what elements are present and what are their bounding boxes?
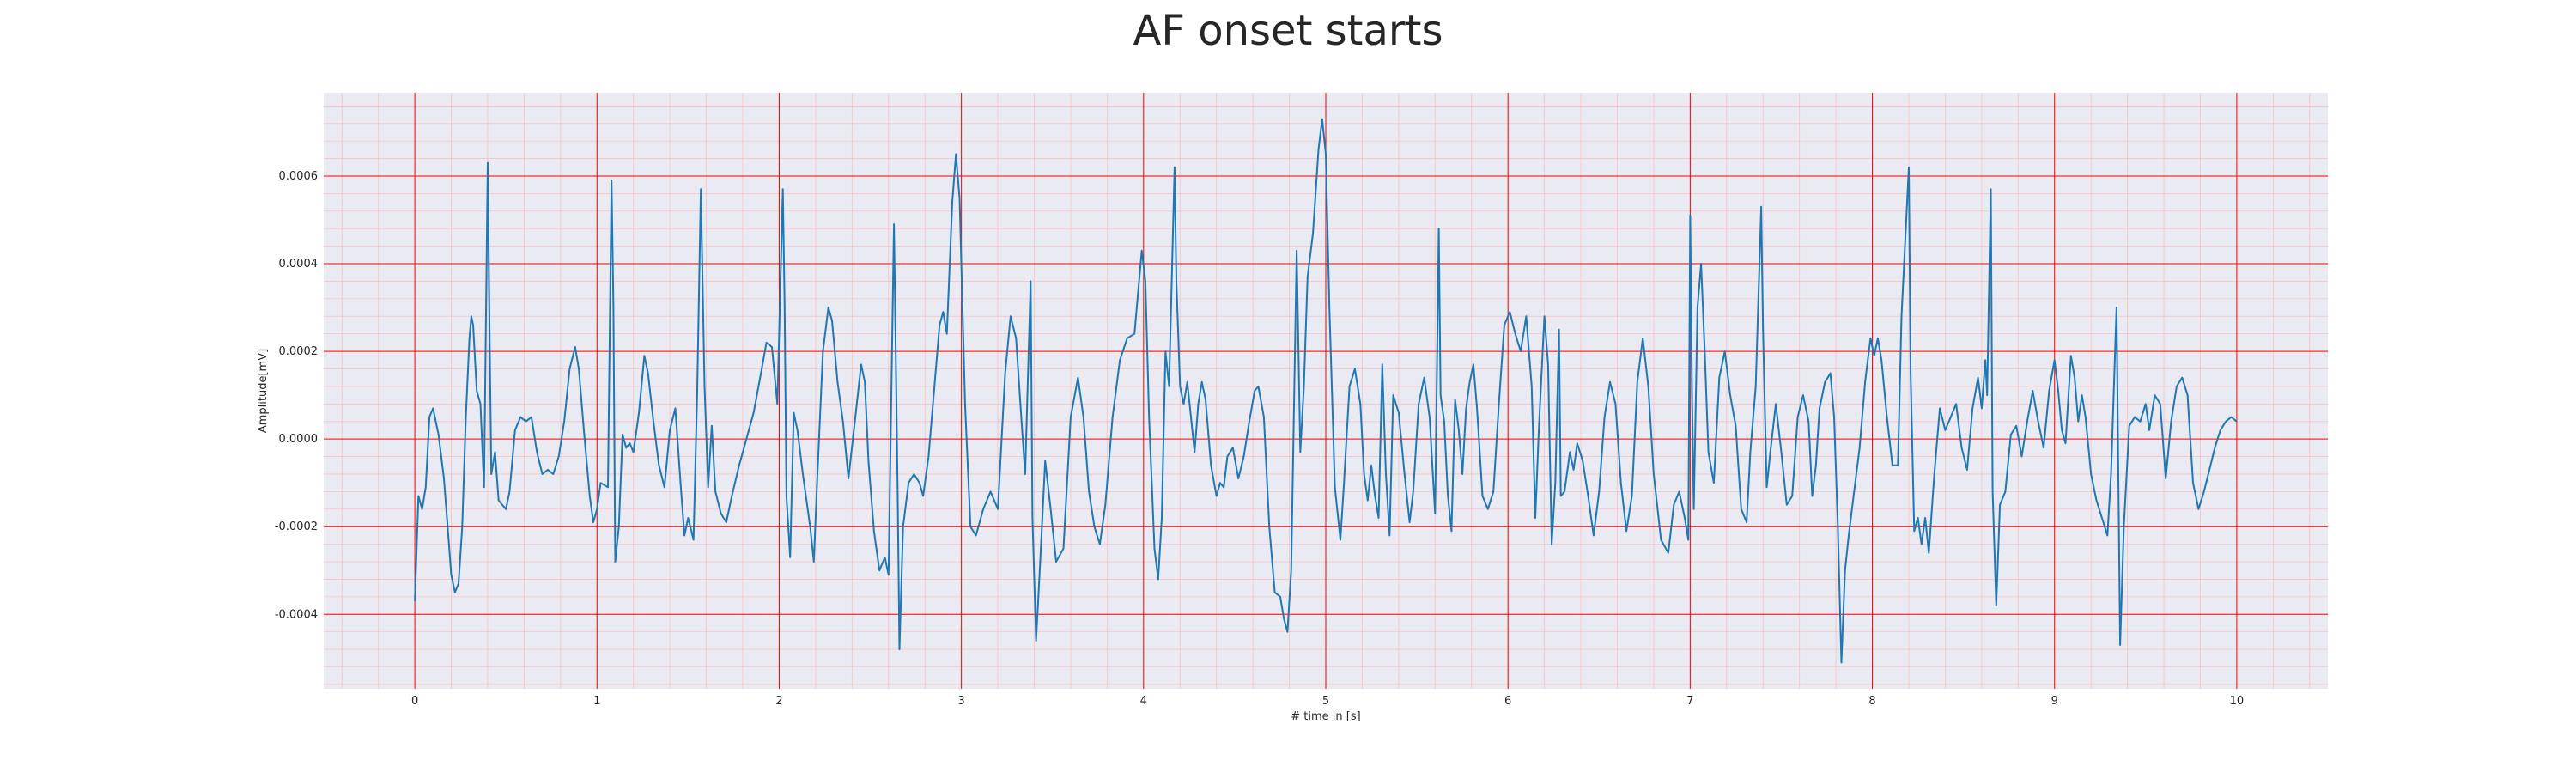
x-tick-label: 7	[1686, 695, 1693, 708]
x-tick-label: 3	[957, 695, 964, 708]
y-tick-label: -0.0002	[275, 520, 318, 533]
x-tick-labels: 0 1 2 3 4 5 6 7 8 9 10	[411, 695, 2244, 708]
x-tick-label: 9	[2051, 695, 2058, 708]
x-tick-label: 2	[775, 695, 782, 708]
x-tick-label: 0	[411, 695, 418, 708]
y-axis-label: Amplitude[mV]	[257, 349, 270, 433]
chart-title: AF onset starts	[1133, 7, 1443, 55]
series-line	[414, 118, 2238, 664]
x-tick-label: 4	[1140, 695, 1147, 708]
y-tick-labels: -0.0004 -0.0002 0.0000 0.0002 0.0004 0.0006	[275, 170, 318, 621]
x-tick-label: 5	[1322, 695, 1329, 708]
x-axis-label: # time in [s]	[1291, 710, 1360, 723]
y-tick-label: 0.0000	[279, 433, 319, 446]
x-tick-label: 8	[1868, 695, 1875, 708]
y-tick-label: 0.0004	[279, 258, 319, 271]
y-tick-label: 0.0006	[279, 170, 319, 183]
y-tick-label: -0.0004	[275, 608, 318, 621]
x-tick-label: 10	[2230, 695, 2245, 708]
y-tick-label: 0.0002	[279, 345, 319, 358]
x-tick-label: 1	[593, 695, 600, 708]
x-tick-label: 6	[1504, 695, 1511, 708]
